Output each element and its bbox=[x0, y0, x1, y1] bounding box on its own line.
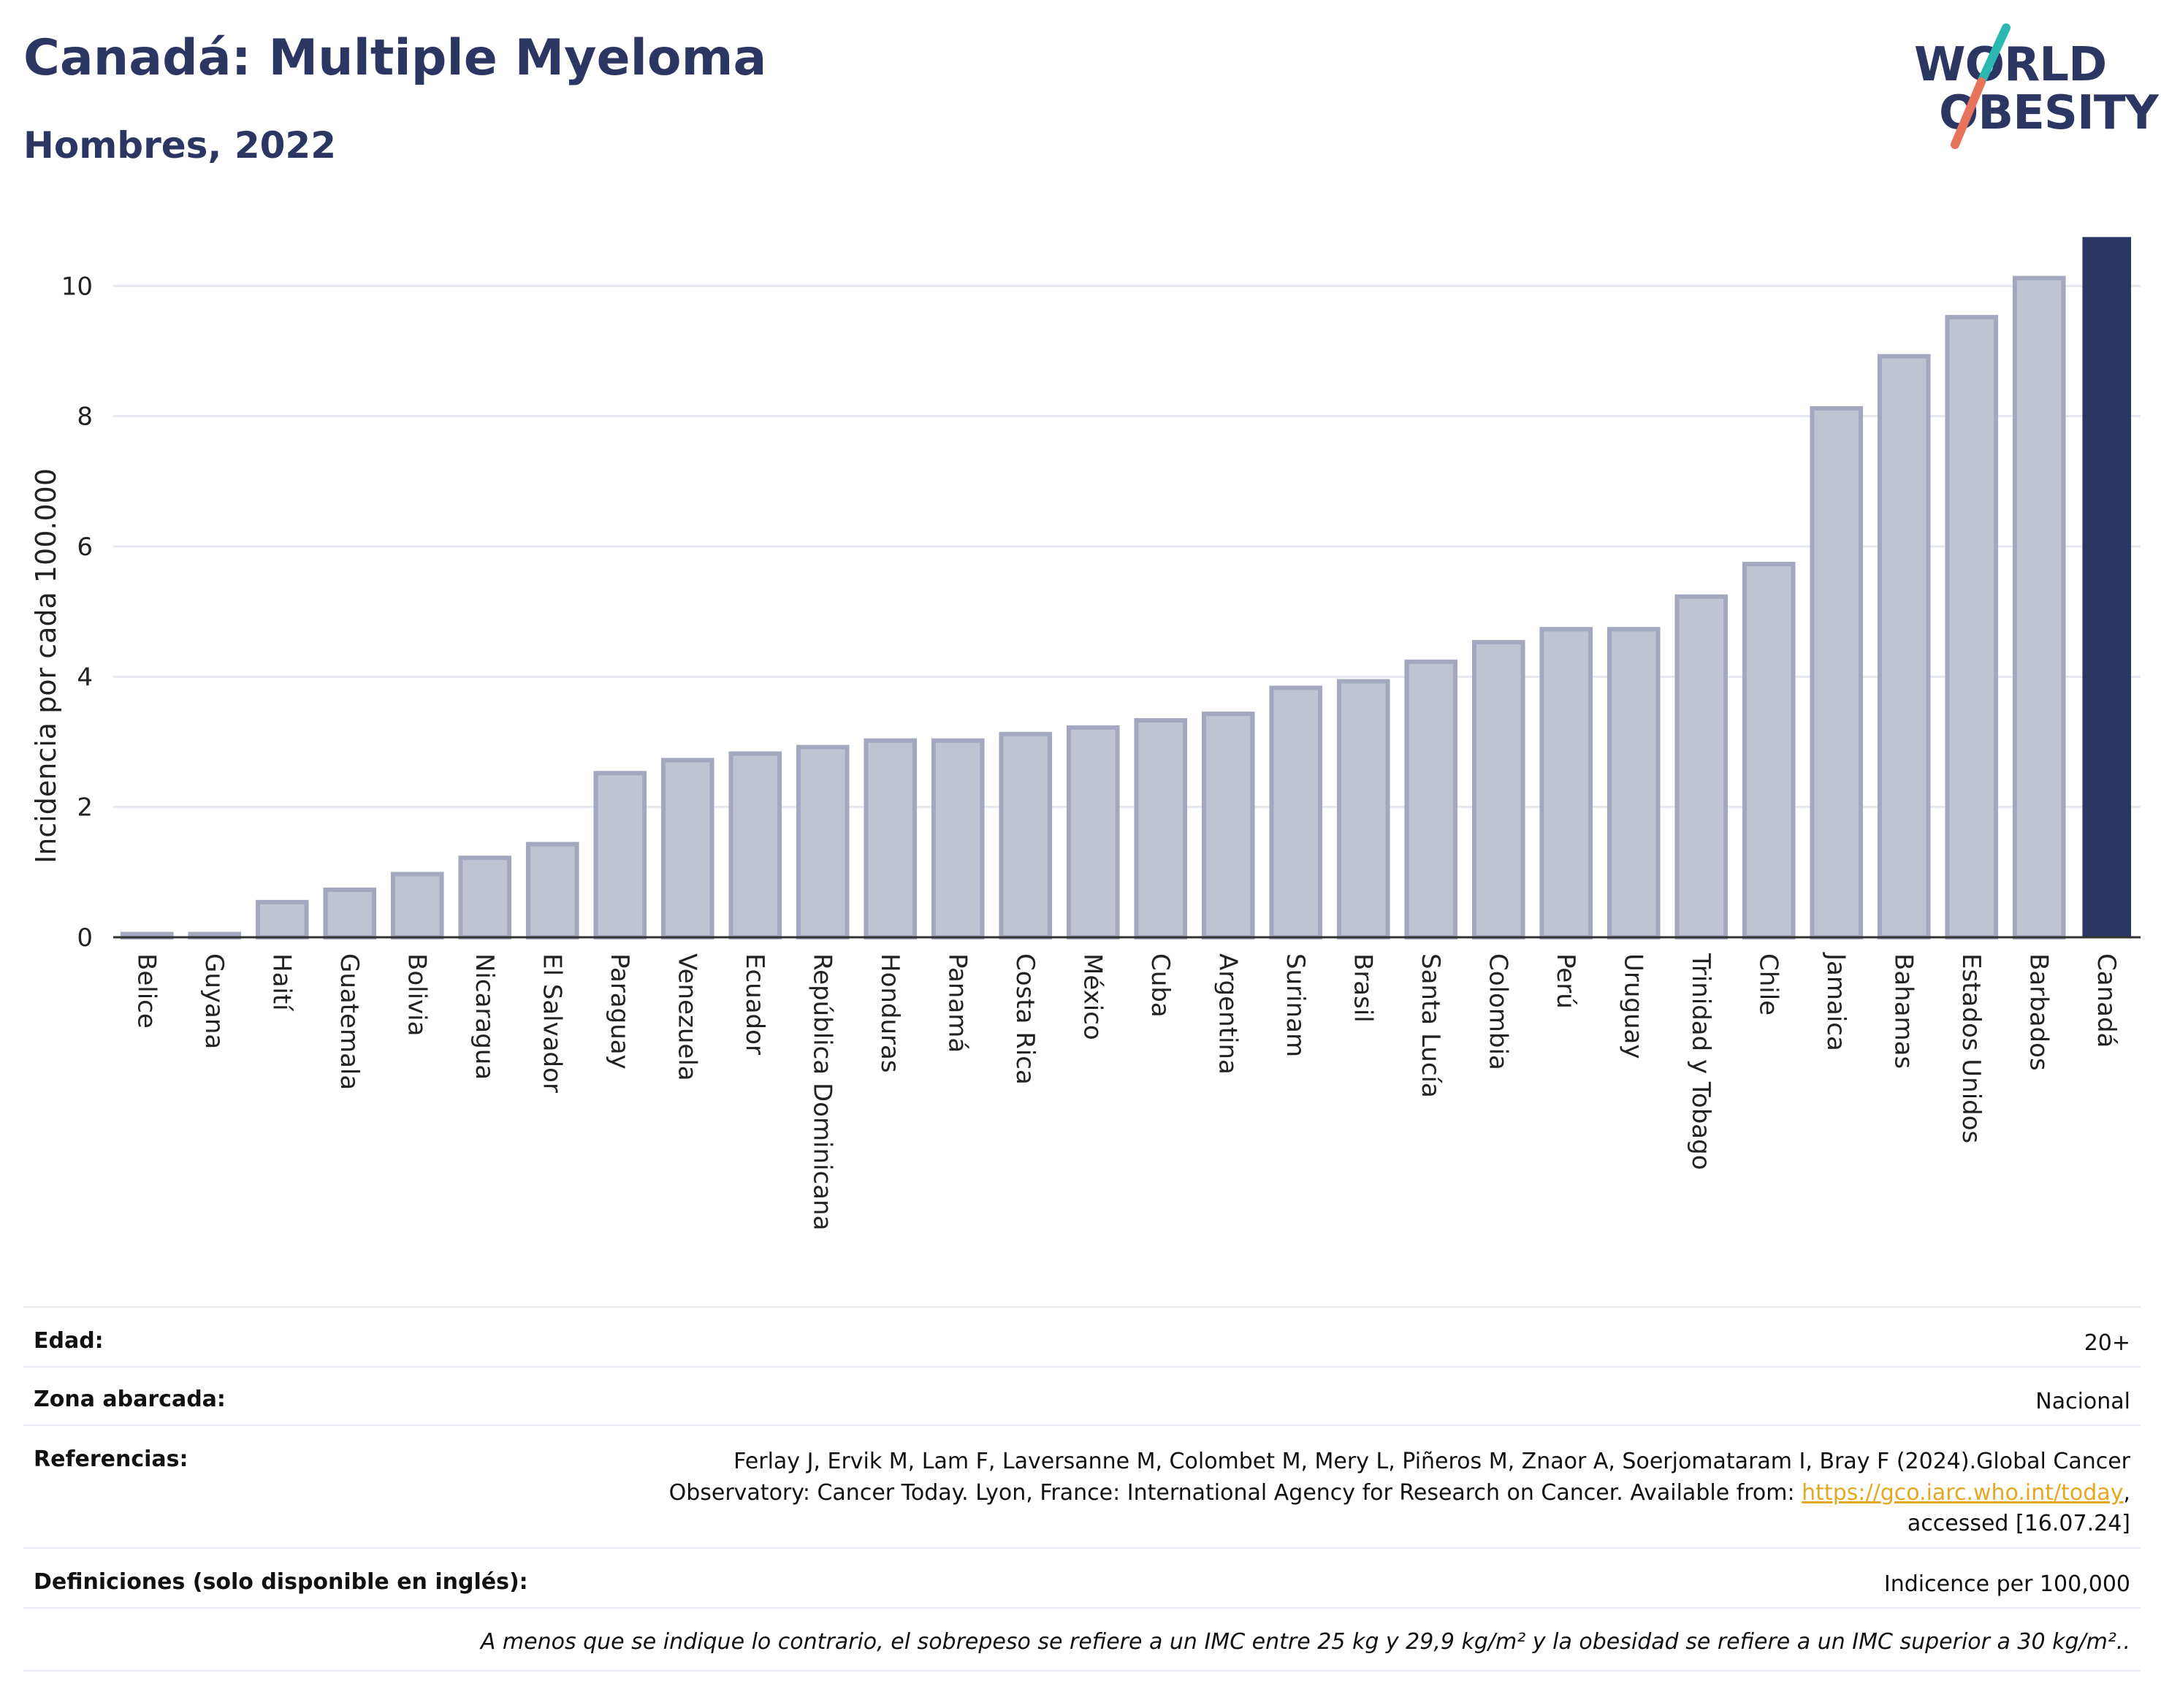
bar bbox=[2012, 275, 2066, 939]
bar bbox=[1404, 659, 1458, 939]
x-tick-label: Cuba bbox=[1146, 953, 1175, 1018]
logo-line-1: WORLD bbox=[1914, 38, 2107, 92]
x-tick-label: Paraguay bbox=[605, 953, 634, 1070]
ref-line-2-end: , bbox=[2123, 1479, 2130, 1506]
bar bbox=[390, 872, 444, 940]
bar bbox=[1877, 354, 1931, 939]
y-tick-label: 0 bbox=[77, 923, 93, 953]
metadata-table: Edad: 20+ Zona abarcada: Nacional Refere… bbox=[23, 1306, 2141, 1676]
y-tick-label: 2 bbox=[77, 793, 93, 823]
ref-line-2: Observatory: Cancer Today. Lyon, France:… bbox=[596, 1478, 2130, 1509]
meta-row-note: A menos que se indique lo contrario, el … bbox=[23, 1609, 2141, 1671]
bar bbox=[323, 887, 377, 939]
x-tick-label: México bbox=[1078, 953, 1107, 1040]
y-tick-label: 8 bbox=[77, 403, 93, 432]
meta-row-edad: Edad: 20+ bbox=[23, 1306, 2141, 1368]
bar bbox=[796, 744, 850, 940]
ref-line-1: Ferlay J, Ervik M, Lam F, Laversanne M, … bbox=[733, 1449, 2130, 1474]
meta-row-definiciones: Definiciones (solo disponible en inglés)… bbox=[23, 1549, 2141, 1609]
bar bbox=[1607, 627, 1661, 939]
bar bbox=[1134, 718, 1188, 939]
x-tick-label: Jamaica bbox=[1821, 952, 1851, 1051]
bar bbox=[1066, 725, 1120, 940]
ref-line-3: accessed [16.07.24] bbox=[1907, 1511, 2130, 1537]
bar bbox=[1201, 712, 1255, 939]
bar bbox=[999, 731, 1053, 939]
bar bbox=[1742, 562, 1796, 939]
x-tick-label: Barbados bbox=[2024, 953, 2053, 1071]
page-title: Canadá: Multiple Myeloma bbox=[23, 29, 767, 87]
gco-link[interactable]: https://gco.iarc.who.int/today bbox=[1802, 1479, 2124, 1506]
obesity-note: A menos que se indique lo contrario, el … bbox=[480, 1629, 2130, 1655]
bar-chart: 0 2 4 6 8 10 Incidencia por cada 100.000 Belice… bbox=[30, 237, 2141, 1230]
bar bbox=[525, 842, 579, 939]
x-tick-label: Bahamas bbox=[1889, 953, 1918, 1069]
y-tick-label: 4 bbox=[77, 663, 93, 692]
x-tick-label: Colombia bbox=[1483, 953, 1512, 1070]
definiciones-label: Definiciones (solo disponible en inglés)… bbox=[34, 1569, 528, 1595]
y-axis-label: Incidencia por cada 100.000 bbox=[30, 468, 62, 863]
bar bbox=[2082, 237, 2132, 937]
x-tick-label: Bolivia bbox=[402, 953, 431, 1036]
referencias-label: Referencias: bbox=[34, 1446, 188, 1472]
x-tick-label: Ecuador bbox=[740, 953, 769, 1055]
referencias-value: Ferlay J, Ervik M, Lam F, Laversanne M, … bbox=[596, 1446, 2130, 1540]
x-tick-label: Surinam bbox=[1281, 953, 1310, 1057]
bar bbox=[1471, 640, 1525, 939]
meta-row-zona: Zona abarcada: Nacional bbox=[23, 1366, 2141, 1426]
edad-value: 20+ bbox=[2084, 1330, 2130, 1356]
bar bbox=[1269, 685, 1323, 939]
x-tick-label: Venezuela bbox=[672, 953, 701, 1081]
bar bbox=[1336, 679, 1390, 939]
bar bbox=[660, 758, 714, 940]
bar bbox=[1674, 594, 1729, 939]
x-tick-label: Haití bbox=[267, 953, 296, 1012]
x-tick-label: Guatemala bbox=[335, 953, 364, 1090]
y-tick-label: 6 bbox=[77, 533, 93, 562]
ref-line-2-text: Observatory: Cancer Today. Lyon, France:… bbox=[668, 1479, 1802, 1506]
x-tick-label: Trinidad y Tobago bbox=[1686, 953, 1715, 1170]
zona-value: Nacional bbox=[2035, 1389, 2130, 1414]
meta-row-referencias: Referencias: Ferlay J, Ervik M, Lam F, L… bbox=[23, 1426, 2141, 1549]
x-tick-label: Costa Rica bbox=[1010, 953, 1040, 1085]
x-tick-label: Santa Lucía bbox=[1416, 953, 1445, 1098]
x-tick-label: Belice bbox=[132, 953, 161, 1029]
bar bbox=[931, 738, 985, 939]
y-tick-label: 10 bbox=[61, 272, 93, 301]
zona-label: Zona abarcada: bbox=[34, 1387, 226, 1412]
edad-label: Edad: bbox=[34, 1328, 104, 1354]
x-tick-label: Canadá bbox=[2092, 953, 2121, 1048]
bar bbox=[728, 751, 782, 939]
x-tick-label: Estados Unidos bbox=[1956, 953, 1986, 1143]
bar bbox=[593, 771, 647, 939]
bar bbox=[1810, 405, 1864, 939]
bar bbox=[458, 855, 512, 940]
x-tick-label: Honduras bbox=[875, 953, 904, 1073]
bar bbox=[1539, 627, 1593, 939]
definiciones-value: Indicence per 100,000 bbox=[1883, 1571, 2130, 1597]
x-tick-label: Chile bbox=[1753, 953, 1783, 1015]
x-tick-label: Argentina bbox=[1213, 953, 1242, 1075]
page-subtitle: Hombres, 2022 bbox=[23, 124, 336, 167]
logo-slash-icon bbox=[1951, 23, 2011, 149]
x-tick-label: El Salvador bbox=[537, 953, 566, 1093]
x-tick-label: Panamá bbox=[942, 953, 972, 1053]
x-tick-label: República Dominicana bbox=[807, 953, 836, 1230]
x-tick-label: Guyana bbox=[199, 953, 229, 1049]
x-tick-label: Nicaragua bbox=[470, 953, 499, 1080]
x-tick-label: Brasil bbox=[1348, 953, 1377, 1023]
bar bbox=[255, 899, 309, 939]
bar bbox=[864, 738, 918, 939]
bar bbox=[1945, 315, 1999, 939]
x-tick-label: Perú bbox=[1551, 953, 1580, 1009]
x-tick-label: Uruguay bbox=[1618, 953, 1647, 1059]
world-obesity-logo: WORLD OBESITY bbox=[1899, 22, 2159, 153]
